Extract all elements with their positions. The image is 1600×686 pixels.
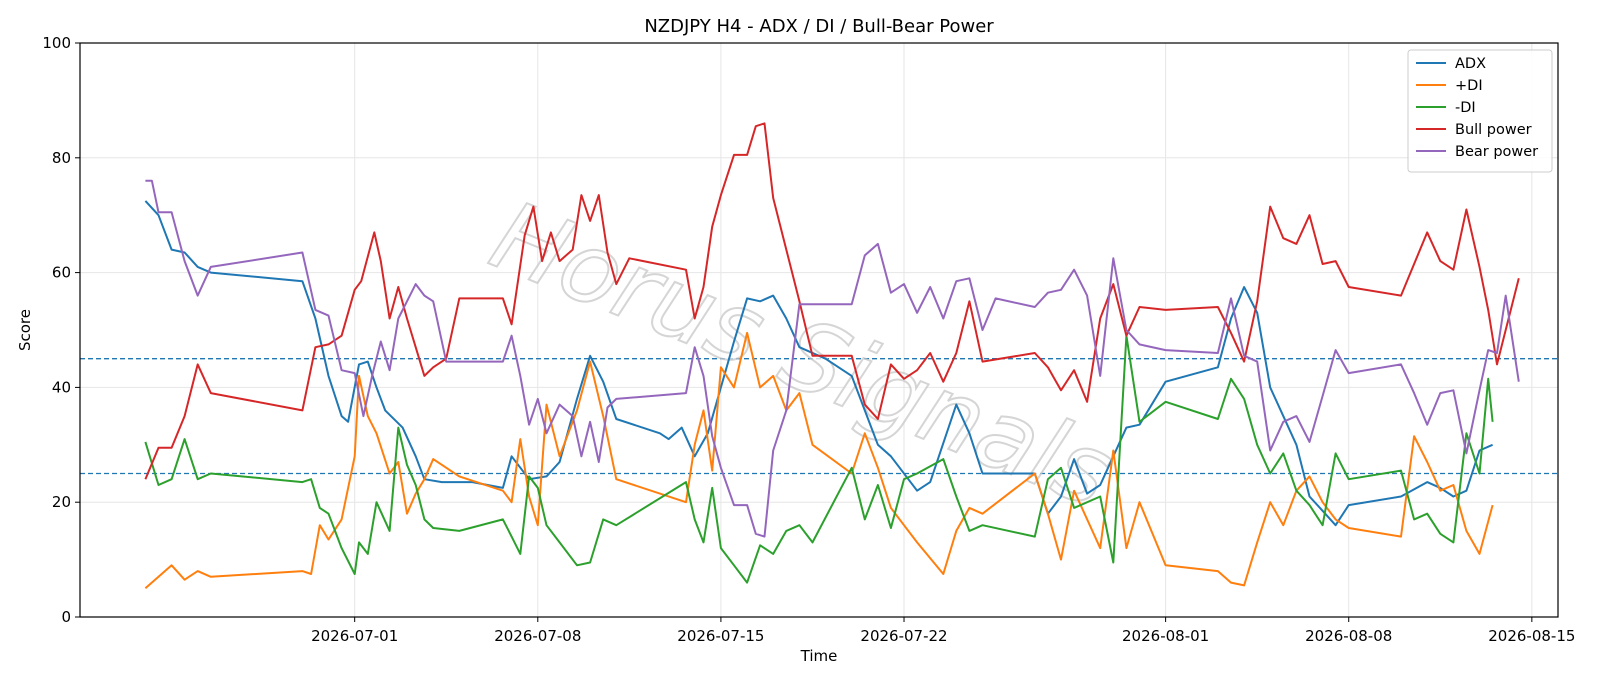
y-tick-label: 100 — [42, 34, 71, 52]
y-tick-label: 60 — [52, 264, 71, 282]
legend-label: +DI — [1455, 78, 1483, 94]
y-tick-label: 20 — [52, 493, 71, 511]
x-tick-label: 2026-08-08 — [1305, 627, 1392, 645]
legend-label: Bull power — [1455, 122, 1532, 138]
series-line-bear-power — [145, 179, 1520, 538]
x-tick-label: 2026-08-01 — [1122, 627, 1209, 645]
series-line-adx — [144, 200, 1493, 527]
x-axis: 2026-07-01 2026-07-08 2026-07-15 2026-07-22… — [311, 617, 1575, 645]
series-line-bull-power — [144, 122, 1520, 480]
x-axis-title: Time — [800, 647, 838, 665]
y-tick-label: 0 — [61, 608, 71, 626]
series-lines — [144, 122, 1520, 590]
y-axis: 0 20 40 60 80 100 — [42, 34, 80, 626]
reference-lines — [80, 358, 1558, 475]
legend-box — [1407, 49, 1553, 173]
grid — [80, 42, 1558, 618]
series-line-minus-di — [144, 334, 1494, 584]
series-line-plus-di — [144, 331, 1494, 590]
legend-label: -DI — [1455, 100, 1476, 116]
x-tick-label: 2026-07-22 — [860, 627, 947, 645]
x-tick-label: 2026-08-15 — [1488, 627, 1575, 645]
y-tick-label: 40 — [52, 378, 71, 396]
y-axis-title: Score — [16, 309, 34, 351]
legend-label: ADX — [1455, 56, 1486, 72]
legend: ADX +DI -DI Bull power Bear power — [1407, 49, 1553, 173]
x-tick-label: 2026-07-08 — [494, 627, 581, 645]
legend-label: Bear power — [1455, 144, 1538, 160]
x-tick-label: 2026-07-01 — [311, 627, 398, 645]
x-tick-label: 2026-07-15 — [677, 627, 764, 645]
plot-frame — [79, 42, 1559, 618]
chart-title: NZDJPY H4 - ADX / DI / Bull-Bear Power — [644, 16, 994, 37]
y-tick-label: 80 — [52, 149, 71, 167]
